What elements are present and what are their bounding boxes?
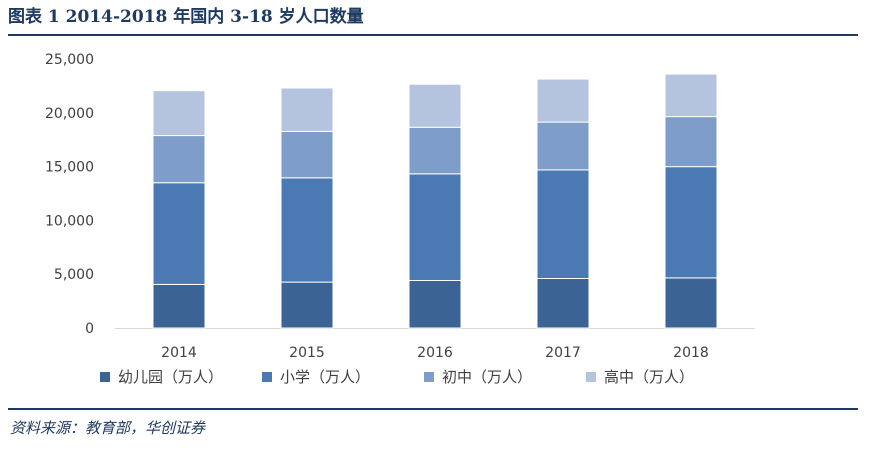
footer-divider [8,408,858,410]
bar-stack-2016 [408,83,462,329]
legend-label: 高中（万人） [604,368,694,386]
bar-segment-series-2 [152,182,206,285]
bar-segment-series-3 [152,135,206,184]
y-tick-label: 25,000 [45,52,94,68]
bar-segment-series-4 [408,83,462,128]
bar-stack-2014 [152,90,206,329]
bar-stacks [152,73,718,329]
legend-swatch [262,372,272,382]
bar-segment-series-3 [664,116,718,168]
bar-segment-series-4 [664,73,718,118]
legend-item: 高中（万人） [586,368,694,386]
x-axis-ticks: 2014 2015 2016 2017 2018 [161,345,709,361]
bar-segment-series-4 [280,87,334,132]
legend-label: 幼儿园（万人） [118,368,223,386]
bar-segment-series-2 [536,169,590,280]
bar-segment-series-4 [536,78,590,123]
y-tick-label: 10,000 [45,213,94,229]
bar-segment-series-2 [280,177,334,283]
bar-segment-series-1 [536,278,590,329]
y-tick-label: 15,000 [45,160,94,176]
bar-stack-2017 [536,78,590,329]
bar-segment-series-2 [408,173,462,282]
legend-label: 小学（万人） [280,368,370,386]
source-note: 资料来源：教育部，华创证券 [10,419,206,437]
legend-item: 小学（万人） [262,368,370,386]
chart-title: 图表 1 2014-2018 年国内 3-18 岁人口数量 [8,7,364,27]
x-tick-label: 2018 [673,345,709,361]
bar-segment-series-4 [152,90,206,137]
legend-swatch [100,372,110,382]
bar-segment-series-1 [408,280,462,329]
chart-title-row: 图表 1 2014-2018 年国内 3-18 岁人口数量 [8,4,364,30]
legend-swatch [424,372,434,382]
legend-item: 初中（万人） [424,368,532,386]
bar-segment-series-1 [152,283,206,329]
bar-segment-series-3 [408,126,462,175]
x-tick-label: 2015 [289,345,325,361]
bar-segment-series-2 [664,166,718,279]
legend-item: 幼儿园（万人） [100,368,223,386]
bar-stack-2015 [280,87,334,329]
x-tick-label: 2014 [161,345,197,361]
bar-segment-series-1 [664,277,718,329]
legend-swatch [586,372,596,382]
y-tick-label: 5,000 [54,267,94,283]
title-divider [8,34,858,36]
legend: 幼儿园（万人） 小学（万人） 初中（万人） 高中（万人） [100,368,694,386]
legend-label: 初中（万人） [442,368,532,386]
bar-segment-series-3 [536,121,590,171]
bar-segment-series-3 [280,130,334,179]
bar-stack-2018 [664,73,718,329]
y-tick-label: 20,000 [45,106,94,122]
x-tick-label: 2016 [417,345,453,361]
x-tick-label: 2017 [545,345,581,361]
bar-segment-series-1 [280,281,334,329]
y-axis-ticks: 0 5,000 10,000 15,000 20,000 25,000 [45,52,94,337]
y-tick-label: 0 [85,321,94,337]
